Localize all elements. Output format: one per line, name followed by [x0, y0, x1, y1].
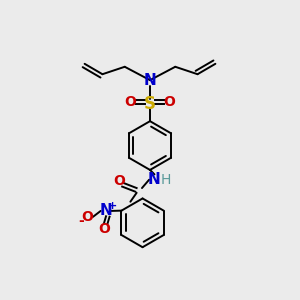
Text: O: O [125, 95, 136, 109]
Text: O: O [82, 210, 94, 224]
Text: O: O [98, 222, 110, 236]
Text: H: H [160, 173, 171, 187]
Text: O: O [113, 174, 125, 188]
Text: N: N [144, 73, 156, 88]
Text: N: N [148, 172, 161, 187]
Text: -: - [78, 214, 84, 228]
Text: +: + [108, 201, 117, 211]
Text: N: N [100, 203, 112, 218]
Text: O: O [164, 95, 175, 109]
Text: S: S [144, 95, 156, 113]
